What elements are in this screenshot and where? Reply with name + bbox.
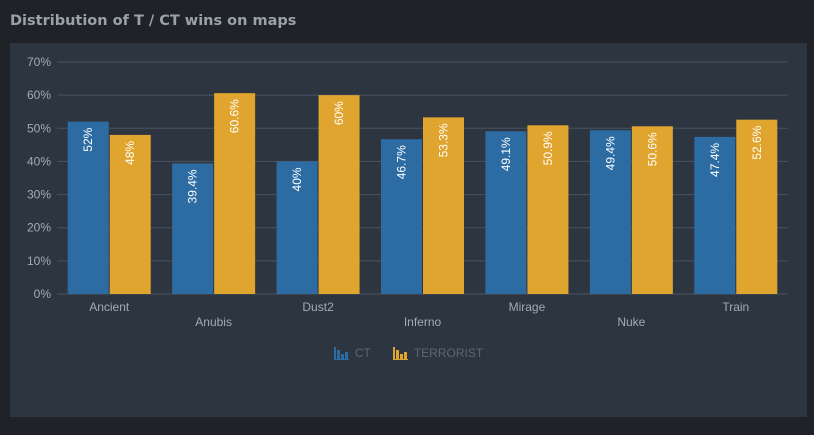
y-tick-label: 10% [27, 254, 51, 268]
bar-chart-icon [392, 346, 408, 360]
value-label-ct: 46.7% [395, 145, 409, 179]
y-tick-label: 20% [27, 221, 51, 235]
legend-item-ct[interactable]: CT [333, 346, 371, 360]
value-label-terrorist: 53.3% [437, 123, 451, 157]
x-tick-label: Nuke [617, 315, 645, 329]
x-tick-label: Anubis [195, 315, 232, 329]
bar-terrorist [423, 117, 464, 294]
bar-ct [694, 136, 736, 294]
value-label-terrorist: 60.6% [228, 99, 242, 133]
y-tick-label: 60% [27, 88, 51, 102]
bar-terrorist [736, 119, 778, 294]
value-label-terrorist: 50.9% [541, 131, 555, 165]
y-tick-label: 50% [27, 121, 51, 135]
bar-ct [172, 163, 214, 294]
value-label-ct: 39.4% [186, 169, 200, 203]
x-tick-label: Dust2 [302, 300, 334, 314]
legend-label-terrorist: TERRORIST [413, 346, 484, 360]
x-tick-label: Inferno [404, 315, 442, 329]
chart-panel: 0% 10% 20% 30% 40% 50% 60% 70% 52% 48% Ancient 39.4… [10, 43, 807, 417]
y-tick-label: 40% [27, 154, 51, 168]
y-tick-label: 30% [27, 188, 51, 202]
legend-item-terrorist[interactable]: TERRORIST [392, 346, 484, 360]
bar-ct [276, 161, 318, 294]
chart-legend: CT TERRORIST [10, 346, 807, 360]
bar-chart: 0% 10% 20% 30% 40% 50% 60% 70% 52% 48% Ancient 39.4… [27, 55, 788, 329]
bar-terrorist [109, 134, 151, 294]
y-tick-label: 70% [27, 55, 51, 69]
value-label-ct: 47.4% [708, 143, 722, 177]
x-tick-label: Ancient [89, 300, 130, 314]
bar-terrorist [214, 93, 256, 294]
value-label-ct: 52% [81, 127, 95, 151]
bar-ct [381, 139, 422, 294]
value-label-terrorist: 48% [123, 141, 137, 165]
bar-terrorist [318, 95, 360, 294]
value-label-terrorist: 52.6% [750, 125, 764, 159]
x-tick-label: Train [722, 300, 749, 314]
bar-chart-icon [333, 346, 349, 360]
bar-ct [589, 130, 631, 294]
value-label-ct: 40% [290, 167, 304, 191]
bar-terrorist [631, 126, 673, 294]
value-label-ct: 49.1% [499, 137, 513, 171]
x-tick-label: Mirage [509, 300, 546, 314]
value-label-terrorist: 60% [332, 101, 346, 125]
bar-ct [485, 131, 527, 294]
value-label-terrorist: 50.6% [645, 132, 659, 166]
bar-terrorist [527, 125, 569, 294]
y-tick-label: 0% [34, 287, 52, 301]
value-label-ct: 49.4% [603, 136, 617, 170]
legend-label-ct: CT [354, 346, 371, 360]
bar-ct [67, 121, 109, 295]
page-title: Distribution of T / CT wins on maps [10, 13, 297, 29]
